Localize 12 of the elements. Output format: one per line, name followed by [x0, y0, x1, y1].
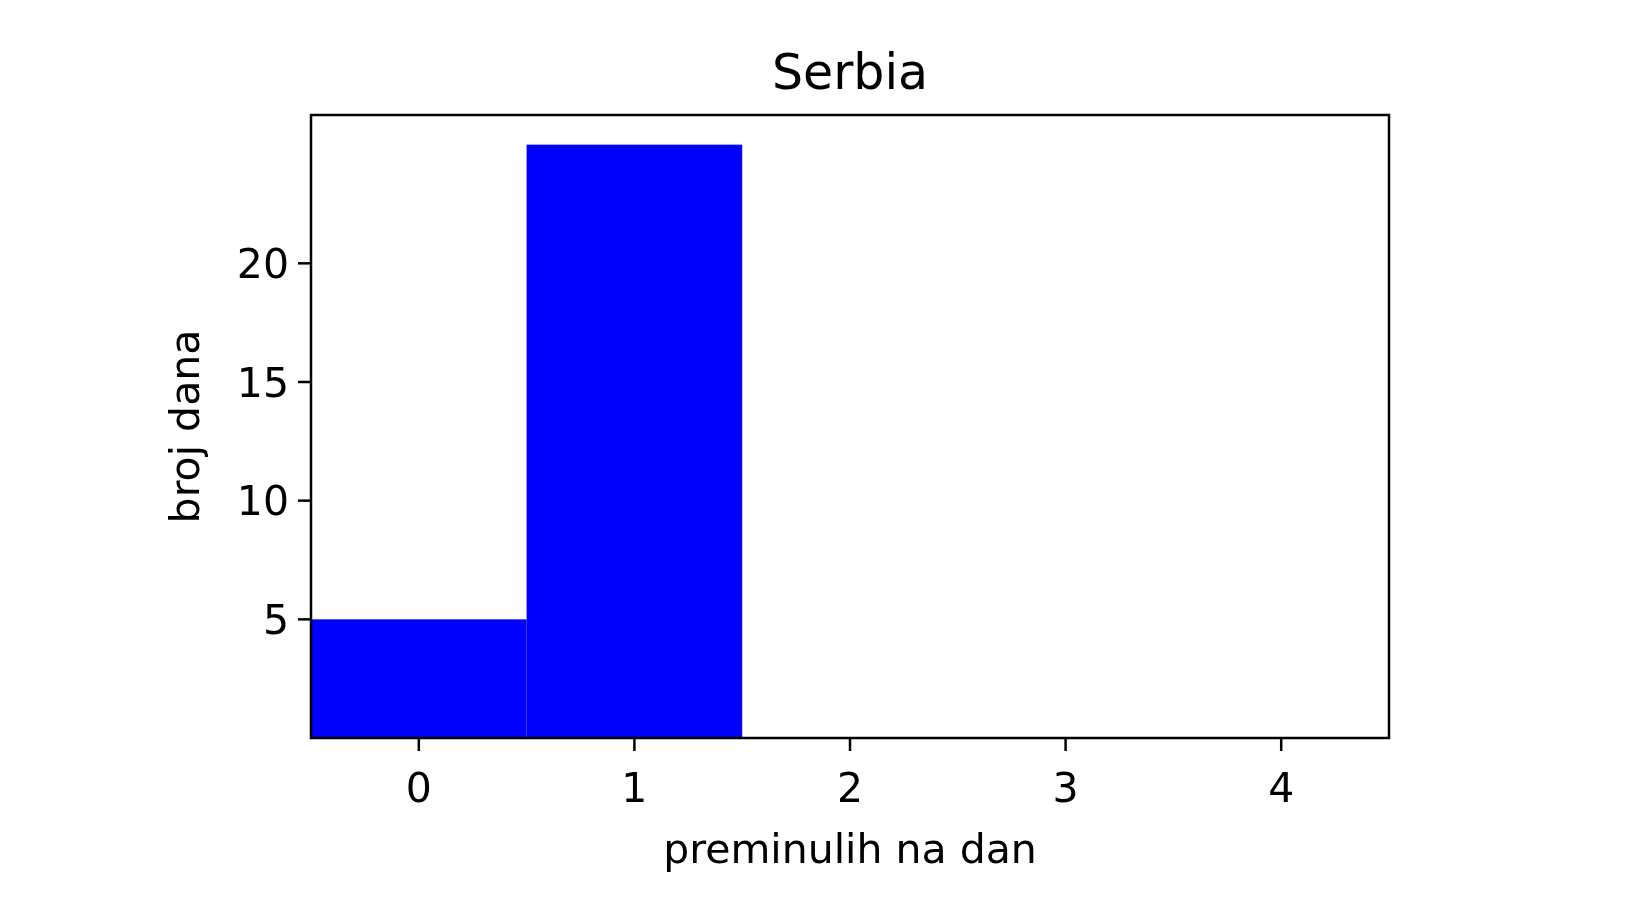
y-tick-label: 5 — [262, 596, 289, 645]
y-tick-label: 20 — [236, 240, 289, 289]
x-tick-label: 4 — [1268, 764, 1295, 812]
x-tick-label: 0 — [405, 764, 432, 812]
x-axis-title: preminulih na dan — [663, 825, 1037, 873]
y-tick-label: 15 — [236, 358, 289, 407]
x-tick-label: 3 — [1052, 764, 1079, 812]
x-tick-label: 1 — [621, 764, 648, 812]
x-tick-label: 2 — [836, 764, 864, 812]
y-tick-label: 10 — [236, 477, 289, 526]
chart-title: Serbia — [771, 44, 929, 101]
y-axis-title: broj dana — [161, 329, 209, 524]
